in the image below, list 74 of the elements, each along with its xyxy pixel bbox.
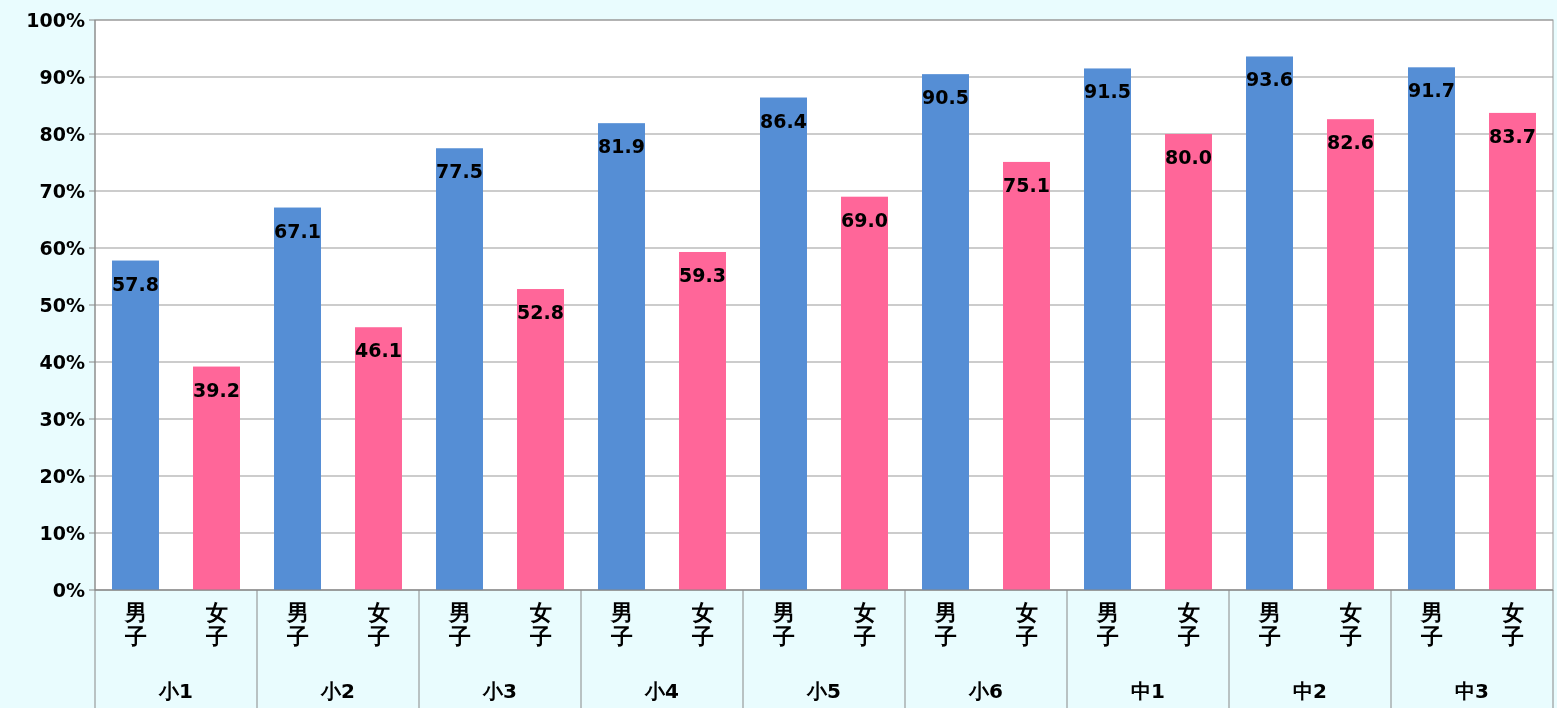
bar (598, 123, 645, 590)
text: 男子 (286, 600, 309, 649)
y-tick-label: 90% (39, 65, 85, 88)
data-label: 77.5 (436, 160, 483, 183)
data-label: 93.6 (1246, 68, 1293, 91)
x-tick-label: 小4 (644, 679, 679, 703)
text: 男子 (1096, 600, 1119, 649)
y-tick-label: 100% (26, 8, 85, 31)
text: 女子 (691, 600, 714, 649)
text: 男子 (1258, 600, 1281, 649)
data-label: 75.1 (1003, 173, 1050, 196)
bar (841, 196, 888, 590)
text: 男子 (610, 600, 633, 649)
x-tick-label: 中3 (1455, 679, 1489, 703)
x-tick-label: 小6 (968, 679, 1003, 703)
data-label: 67.1 (274, 219, 321, 242)
bar (922, 74, 969, 590)
series-label: 女子 (204, 600, 228, 649)
series-label: 男子 (123, 600, 147, 649)
y-tick-label: 80% (39, 122, 85, 145)
text: 女子 (1015, 600, 1038, 649)
y-tick-label: 20% (39, 464, 85, 487)
bar (679, 251, 726, 590)
data-label: 39.2 (193, 378, 240, 401)
bar (1165, 134, 1212, 590)
data-label: 69.0 (841, 208, 888, 231)
x-tick-label: 小1 (158, 679, 193, 703)
text: 男子 (1420, 600, 1443, 649)
text: 男子 (934, 600, 957, 649)
bar (355, 327, 402, 590)
text: 女子 (367, 600, 390, 649)
data-label: 59.3 (679, 263, 726, 286)
x-tick-label: 小5 (806, 679, 841, 703)
bar (1327, 119, 1374, 590)
data-label: 52.8 (517, 301, 564, 324)
bar (436, 148, 483, 590)
bar (112, 260, 159, 590)
text: 女子 (1177, 600, 1200, 649)
y-tick-label: 10% (39, 521, 85, 544)
data-label: 57.8 (112, 272, 159, 295)
y-tick-label: 40% (39, 350, 85, 373)
data-label: 91.7 (1408, 79, 1455, 102)
y-tick-label: 0% (52, 578, 85, 601)
y-tick-label: 60% (39, 236, 85, 259)
bar (1084, 68, 1131, 590)
data-label: 83.7 (1489, 124, 1536, 147)
bar (517, 289, 564, 590)
y-tick-label: 70% (39, 179, 85, 202)
x-tick-label: 中1 (1131, 679, 1165, 703)
data-label: 81.9 (598, 135, 645, 158)
data-label: 91.5 (1084, 80, 1131, 103)
text: 女子 (1501, 600, 1524, 649)
x-tick-label: 小3 (482, 679, 517, 703)
bar (760, 97, 807, 590)
text: 女子 (1339, 600, 1362, 649)
data-label: 82.6 (1327, 131, 1374, 154)
data-label: 80.0 (1165, 146, 1212, 168)
data-label: 90.5 (922, 86, 969, 109)
text: 女子 (853, 600, 876, 649)
bar (1489, 112, 1536, 590)
x-tick-label: 小2 (320, 679, 355, 703)
bar (1408, 67, 1455, 590)
bar (274, 207, 321, 590)
bar (1003, 161, 1050, 590)
data-label: 46.1 (355, 339, 402, 362)
x-tick-label: 中2 (1293, 679, 1327, 703)
bar (1246, 56, 1293, 590)
y-tick-label: 50% (39, 293, 85, 316)
text: 男子 (772, 600, 795, 649)
data-label: 86.4 (760, 109, 807, 132)
text: 女子 (529, 600, 552, 649)
text: 男子 (448, 600, 471, 649)
y-tick-label: 30% (39, 407, 85, 430)
bar (193, 366, 240, 590)
